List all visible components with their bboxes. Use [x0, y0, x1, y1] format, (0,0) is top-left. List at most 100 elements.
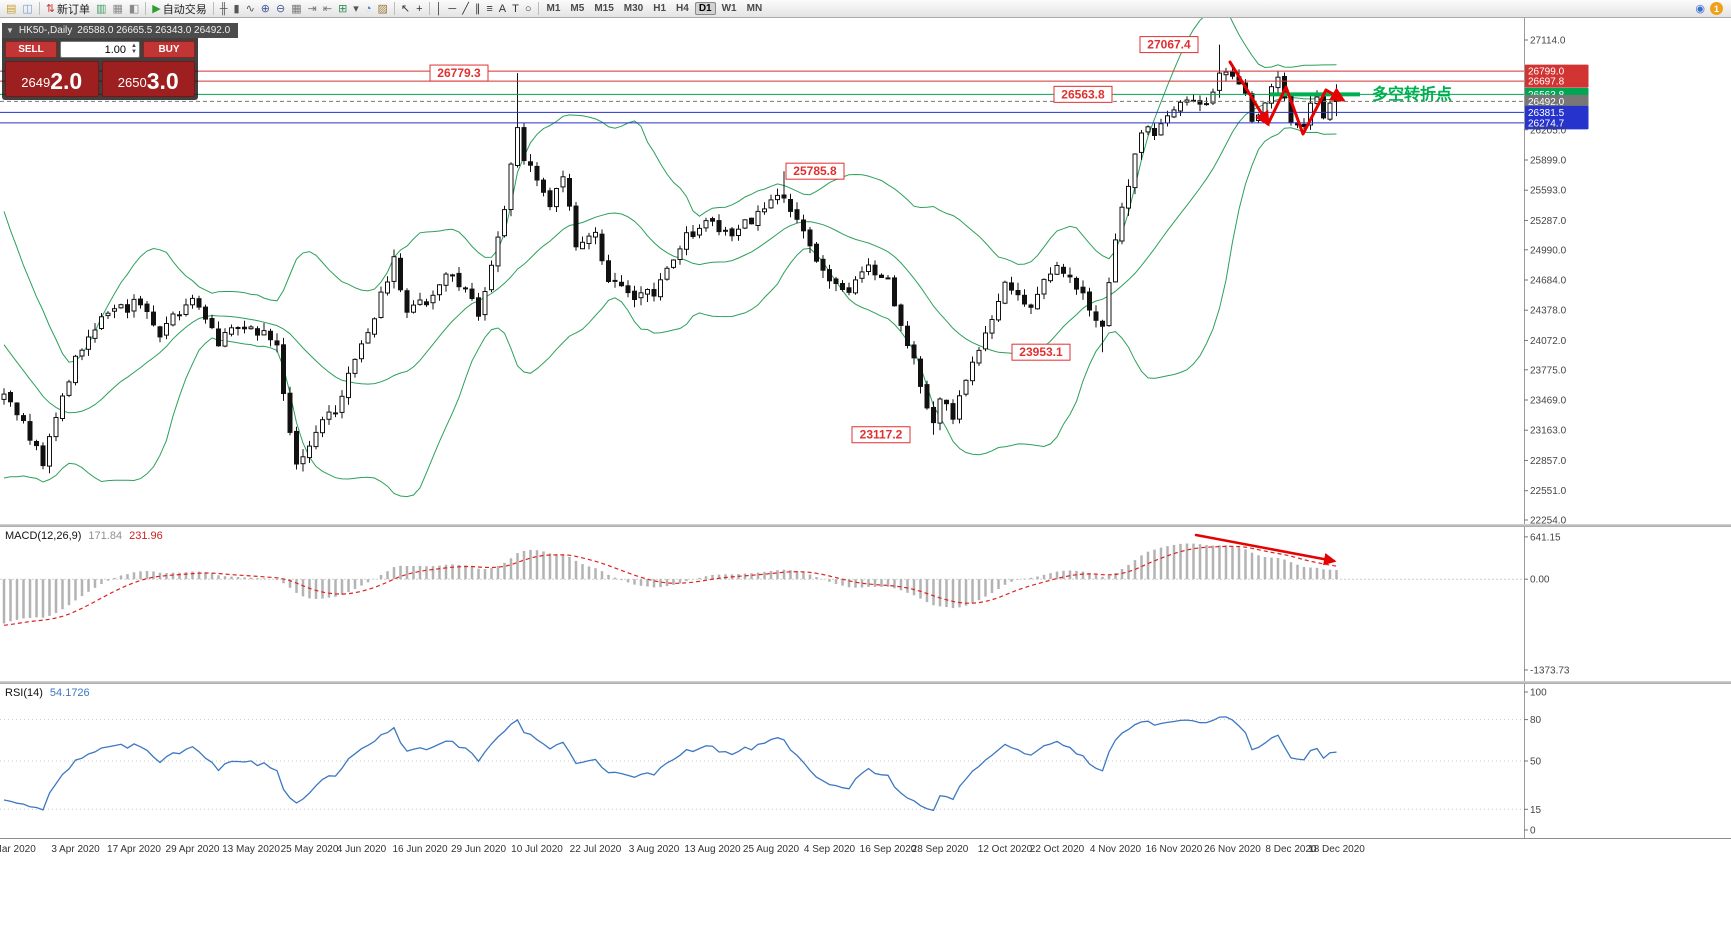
candlestick-chart-button[interactable]: ▮ — [231, 1, 243, 17]
timeframe-m5[interactable]: M5 — [570, 3, 585, 14]
panel-separator[interactable] — [0, 524, 1731, 527]
lot-value: 1.00 — [104, 43, 126, 56]
svg-text:26563.8: 26563.8 — [1061, 87, 1105, 101]
toolbar-items: ▤ ◫ ⇅ 新订单 ▥ ▦ ◧ ▶ 自动交易 ╫ ▮ ∿ ⊕ ⊖ ▦ ⇥ ⇤ ⊞ ▾ ◔ ▨ ↖ + │ ─ ╱ ∥ ≡ A T ○ — [3, 1, 542, 17]
one-click-trading-widget: ▼ HK50-,Daily 26588.0 26665.5 26343.0 26… — [2, 20, 239, 100]
date-label: 4 Mar 2020 — [0, 844, 36, 855]
notifications-badge[interactable]: 1 — [1710, 2, 1723, 15]
candlestick-chart-icon: ▮ — [233, 2, 240, 15]
date-label: 12 Oct 2020 — [977, 844, 1033, 855]
svg-text:641.15: 641.15 — [1530, 532, 1561, 543]
fibonacci-icon: ≡ — [486, 2, 493, 15]
rsi-levels — [0, 719, 1524, 810]
spin-down-icon[interactable]: ▼ — [131, 49, 137, 55]
line-chart-button[interactable]: ∿ — [243, 1, 258, 17]
autotrading-button[interactable]: ▶ 自动交易 — [149, 1, 209, 17]
sell-price-big: 2.0 — [50, 68, 83, 94]
main-chart-svg[interactable]: 26799.026697.826563.826492.026381.526274… — [0, 18, 1731, 524]
sell-price-button[interactable]: 2649 2.0 — [5, 61, 99, 97]
rsi-axis: 100 80 50 15 0 — [1524, 684, 1547, 838]
text-button[interactable]: A — [496, 1, 509, 17]
horizontal-line-button[interactable]: ─ — [445, 1, 459, 17]
date-label: 18 Dec 2020 — [1308, 844, 1365, 855]
svg-text:26205.0: 26205.0 — [1530, 125, 1567, 136]
macd-histogram — [2, 543, 1338, 624]
arrows-tool-button[interactable]: ○ — [522, 1, 535, 17]
svg-text:24990.0: 24990.0 — [1530, 245, 1567, 256]
indicators-button[interactable]: ⊞ — [335, 1, 350, 17]
svg-text:26799.0: 26799.0 — [1528, 67, 1565, 78]
auto-scroll-button[interactable]: ⇥ — [305, 1, 320, 17]
main-chart-panel[interactable]: 26799.026697.826563.826492.026381.526274… — [0, 18, 1731, 524]
svg-text:0: 0 — [1530, 826, 1536, 837]
date-label: 26 Nov 2020 — [1204, 844, 1261, 855]
svg-text:27114.0: 27114.0 — [1530, 36, 1566, 47]
rsi-panel[interactable]: 100 80 50 15 0 — [0, 684, 1731, 838]
text-label-button[interactable]: T — [509, 1, 522, 17]
macd-indicator-label: MACD(12,26,9) 171.84 231.96 — [5, 530, 163, 542]
timeframe-m30[interactable]: M30 — [623, 3, 644, 14]
tile-windows-button[interactable]: ▦ — [288, 1, 304, 17]
vertical-line-icon: │ — [435, 2, 443, 15]
date-label: 4 Nov 2020 — [1089, 844, 1142, 855]
bar-chart-button[interactable]: ╫ — [217, 1, 231, 17]
indicators-dropdown-button[interactable]: ▾ — [350, 1, 362, 17]
periods-dropdown-button[interactable]: ◔ — [362, 1, 375, 17]
chart-profiles-button[interactable]: ◫ — [19, 1, 35, 17]
trendline-button[interactable]: ╱ — [459, 1, 472, 17]
buy-button[interactable]: BUY — [143, 41, 195, 58]
timeframe-m15[interactable]: M15 — [594, 3, 614, 14]
svg-text:24378.0: 24378.0 — [1530, 306, 1567, 317]
panel-separator[interactable] — [0, 681, 1731, 684]
timeframe-m1[interactable]: M1 — [546, 3, 561, 14]
crosshair-button[interactable]: + — [413, 1, 425, 17]
buy-price-button[interactable]: 2650 3.0 — [101, 61, 195, 97]
autotrading-label: 自动交易 — [162, 3, 207, 16]
price-label-boxes: 27067.4 26779.3 26563.8 25785.8 23953.1 23117… — [429, 36, 1199, 444]
svg-text:0.00: 0.00 — [1530, 575, 1550, 586]
zoom-in-button[interactable]: ⊕ — [258, 1, 273, 17]
new-order-label: 新订单 — [57, 3, 91, 16]
sell-button[interactable]: SELL — [5, 41, 57, 58]
svg-text:24072.0: 24072.0 — [1530, 336, 1567, 347]
timeframe-d1[interactable]: D1 — [694, 2, 716, 15]
lot-spinner[interactable]: ▲ ▼ — [131, 43, 137, 55]
lot-size-input[interactable]: 1.00 ▲ ▼ — [60, 41, 140, 58]
equidistant-channel-button[interactable]: ∥ — [472, 1, 484, 17]
new-chart-icon: ▤ — [6, 2, 17, 15]
fibonacci-button[interactable]: ≡ — [483, 1, 495, 17]
templates-button[interactable]: ▨ — [374, 1, 390, 17]
navigator-button[interactable]: ◧ — [126, 1, 142, 17]
svg-text:-1373.73: -1373.73 — [1530, 665, 1570, 676]
data-window-button[interactable]: ▦ — [109, 1, 125, 17]
svg-text:24684.0: 24684.0 — [1530, 276, 1567, 287]
new-chart-button[interactable]: ▤ — [3, 1, 19, 17]
ohlc-values: 26588.0 26665.5 26343.0 26492.0 — [77, 25, 231, 36]
date-label: 4 Jun 2020 — [336, 844, 387, 855]
price-axis: 27114.0 26205.0 25899.0 25593.0 25287.0 24990… — [1524, 18, 1567, 524]
macd-panel[interactable]: 641.15 0.00 -1373.73 — [0, 527, 1731, 681]
community-button[interactable]: ◉ — [1695, 2, 1705, 15]
market-watch-button[interactable]: ▥ — [93, 1, 109, 17]
pivot-annotation-text: 多空转折点 — [1372, 84, 1452, 103]
timeframe-w1[interactable]: W1 — [721, 3, 737, 14]
timeframe-mn[interactable]: MN — [746, 3, 763, 14]
rsi-svg[interactable]: 100 80 50 15 0 — [0, 684, 1731, 838]
market-watch-icon: ▥ — [96, 2, 107, 15]
new-order-button[interactable]: ⇅ 新订单 — [43, 1, 93, 17]
zoom-out-button[interactable]: ⊖ — [273, 1, 288, 17]
toolbar-separator — [145, 2, 147, 15]
macd-svg[interactable]: 641.15 0.00 -1373.73 — [0, 527, 1731, 681]
spin-up-icon[interactable]: ▲ — [131, 43, 137, 49]
new-order-icon: ⇅ — [45, 2, 56, 15]
svg-text:50: 50 — [1530, 757, 1542, 768]
chart-shift-button[interactable]: ⇤ — [320, 1, 335, 17]
zoom-in-icon: ⊕ — [260, 2, 271, 15]
timeframe-h1[interactable]: H1 — [653, 3, 667, 14]
cursor-button[interactable]: ↖ — [398, 1, 413, 17]
date-label: 22 Oct 2020 — [1029, 844, 1085, 855]
time-axis[interactable]: 4 Mar 2020 3 Apr 2020 17 Apr 2020 29 Apr 20… — [0, 838, 1731, 863]
timeframe-h4[interactable]: H4 — [676, 3, 689, 14]
collapse-icon[interactable]: ▼ — [6, 26, 14, 35]
vertical-line-button[interactable]: │ — [433, 1, 446, 17]
